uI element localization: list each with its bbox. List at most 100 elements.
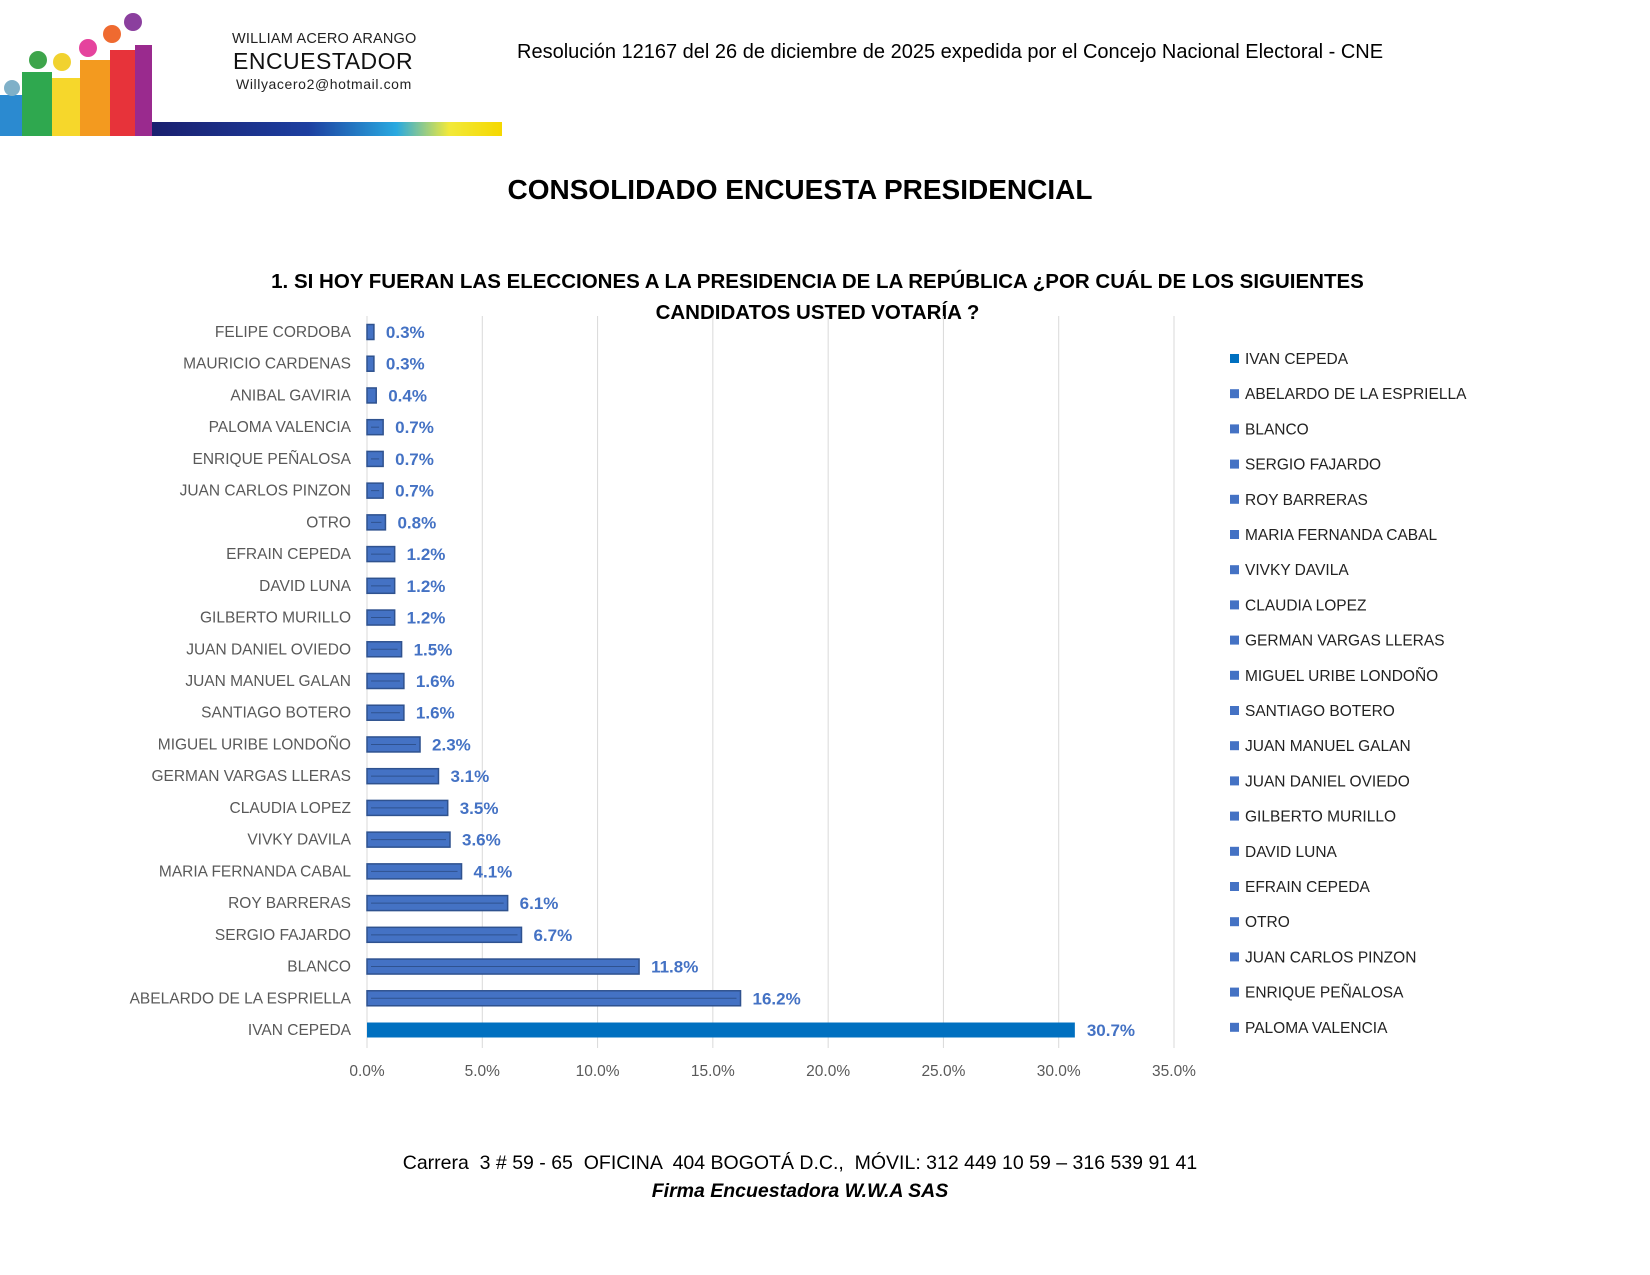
legend-marker (1230, 565, 1239, 575)
category-label: SERGIO FAJARDO (215, 927, 351, 944)
x-tick-label: 20.0% (806, 1063, 850, 1080)
legend-label: IVAN CEPEDA (1245, 351, 1349, 368)
x-tick-label: 5.0% (465, 1063, 501, 1080)
data-label: 3.6% (462, 831, 501, 850)
data-label: 0.4% (388, 386, 427, 405)
data-label: 2.3% (432, 735, 471, 754)
data-label: 1.2% (407, 577, 446, 596)
category-label: MARIA FERNANDA CABAL (159, 863, 351, 880)
data-label: 30.7% (1087, 1021, 1135, 1040)
data-label: 3.1% (450, 767, 489, 786)
legend-marker (1230, 494, 1239, 504)
category-label: PALOMA VALENCIA (209, 419, 352, 436)
page-title: CONSOLIDADO ENCUESTA PRESIDENCIAL (507, 174, 1093, 205)
data-label: 1.5% (414, 640, 453, 659)
category-label: EFRAIN CEPEDA (226, 546, 352, 563)
legend-marker (1230, 706, 1239, 715)
legend-marker (1230, 811, 1239, 821)
legend-marker (1230, 670, 1239, 680)
category-label: IVAN CEPEDA (248, 1022, 352, 1039)
x-tick-label: 15.0% (691, 1063, 735, 1080)
footer-address: Carrera 3 # 59 - 65 OFICINA 404 BOGOTÁ D… (402, 1152, 1198, 1174)
logo-name: WILLIAM ACERO ARANGO (232, 31, 417, 47)
category-label: ANIBAL GAVIRIA (230, 387, 351, 404)
legend-marker (1230, 600, 1239, 610)
data-label: 0.3% (386, 355, 425, 374)
category-label: CLAUDIA LOPEZ (230, 800, 351, 817)
legend-label: JUAN MANUEL GALAN (1245, 738, 1411, 755)
legend-marker (1230, 354, 1239, 363)
legend-label: ROY BARRERAS (1245, 492, 1368, 509)
legend-label: ABELARDO DE LA ESPRIELLA (1245, 386, 1467, 403)
legend-label: GILBERTO MURILLO (1245, 809, 1396, 826)
data-label: 3.5% (460, 799, 499, 818)
legend-label: DAVID LUNA (1245, 844, 1338, 861)
legend-label: SERGIO FAJARDO (1245, 457, 1381, 474)
legend-label: CLAUDIA LOPEZ (1245, 597, 1366, 614)
legend-label: JUAN CARLOS PINZON (1245, 949, 1416, 966)
category-label: JUAN DANIEL OVIEDO (186, 641, 351, 658)
legend-label: OTRO (1245, 914, 1290, 931)
bar (366, 323, 375, 341)
legend-marker (1230, 1022, 1239, 1032)
bar (366, 387, 377, 404)
legend-label: ENRIQUE PEÑALOSA (1245, 985, 1404, 1002)
category-label: ABELARDO DE LA ESPRIELLA (130, 990, 352, 1007)
data-label: 0.7% (395, 418, 434, 437)
data-label: 1.2% (407, 609, 446, 628)
data-label: 1.6% (416, 704, 455, 723)
legend-marker (1230, 987, 1239, 997)
legend-label: GERMAN VARGAS LLERAS (1245, 633, 1445, 650)
data-label: 0.7% (395, 450, 434, 469)
legend-label: SANTIAGO BOTERO (1245, 703, 1395, 720)
x-tick-label: 35.0% (1152, 1063, 1196, 1080)
category-label: VIVKY DAVILA (247, 832, 351, 849)
x-tick-label: 30.0% (1037, 1063, 1081, 1080)
legend-label: BLANCO (1245, 421, 1309, 438)
category-label: MIGUEL URIBE LONDOÑO (158, 736, 351, 753)
legend-marker (1230, 776, 1239, 786)
legend-marker (1230, 635, 1239, 645)
bar (367, 1022, 1075, 1038)
data-label: 0.8% (397, 513, 436, 532)
data-label: 4.1% (474, 862, 513, 881)
bar (366, 355, 375, 372)
legend-marker (1230, 741, 1239, 751)
category-label: MAURICIO CARDENAS (183, 356, 351, 373)
logo-title: ENCUESTADOR (233, 48, 414, 74)
resolution-text: Resolución 12167 del 26 de diciembre de … (517, 41, 1384, 63)
category-label: GILBERTO MURILLO (200, 610, 351, 627)
chart-title: 1. SI HOY FUERAN LAS ELECCIONES A LA PRE… (271, 270, 1364, 324)
legend-label: PALOMA VALENCIA (1245, 1020, 1388, 1037)
x-tick-label: 10.0% (576, 1063, 620, 1080)
data-label: 6.7% (533, 926, 572, 945)
data-label: 16.2% (753, 989, 801, 1008)
data-label: 0.7% (395, 482, 434, 501)
legend-label: VIVKY DAVILA (1245, 562, 1349, 579)
category-label: JUAN CARLOS PINZON (180, 483, 351, 500)
category-label: OTRO (306, 514, 351, 531)
legend-marker (1230, 882, 1239, 891)
category-label: FELIPE CORDOBA (215, 324, 352, 341)
data-label: 6.1% (520, 894, 559, 913)
legend-marker (1230, 530, 1239, 539)
category-label: JUAN MANUEL GALAN (185, 673, 351, 690)
logo-email: Willyacero2@hotmail.com (236, 76, 412, 92)
category-label: ENRIQUE PEÑALOSA (193, 451, 352, 468)
data-label: 0.3% (386, 323, 425, 342)
x-tick-label: 0.0% (349, 1063, 385, 1080)
data-label: 11.8% (651, 958, 698, 977)
category-label: BLANCO (287, 959, 351, 976)
legend-marker (1230, 424, 1239, 434)
legend-label: MARIA FERNANDA CABAL (1245, 527, 1437, 544)
category-label: ROY BARRERAS (228, 895, 351, 912)
legend-marker (1230, 459, 1239, 469)
category-label: DAVID LUNA (259, 578, 352, 595)
legend-marker (1230, 389, 1239, 399)
category-label: GERMAN VARGAS LLERAS (151, 768, 351, 785)
legend-label: JUAN DANIEL OVIEDO (1245, 773, 1410, 790)
legend-label: EFRAIN CEPEDA (1245, 879, 1371, 896)
data-label: 1.2% (407, 545, 446, 564)
data-label: 1.6% (416, 672, 455, 691)
